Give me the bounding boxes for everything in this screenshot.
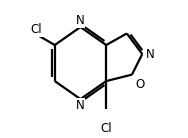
Text: Cl: Cl — [100, 122, 112, 135]
Text: N: N — [76, 14, 85, 27]
Text: N: N — [76, 99, 85, 112]
Text: N: N — [146, 48, 155, 61]
Text: Cl: Cl — [30, 23, 42, 36]
Text: O: O — [136, 79, 145, 91]
